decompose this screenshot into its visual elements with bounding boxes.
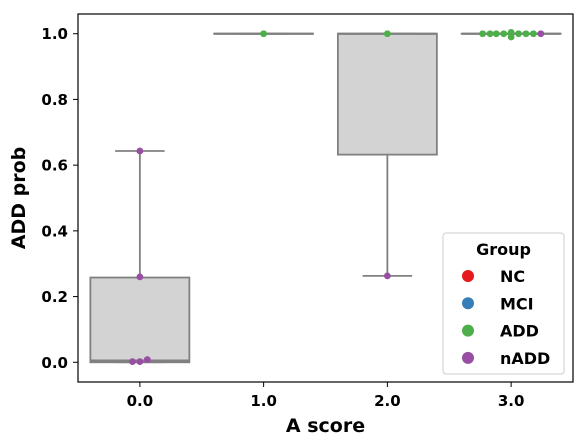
y-tick-label: 0.6 [41,157,68,175]
x-tick-label: 3.0 [498,392,525,410]
box-0.0 [89,150,191,364]
y-axis-label: ADD prob [8,147,30,250]
legend-marker [462,324,474,337]
data-point-nADD [136,273,144,281]
data-point-ADD [522,30,530,38]
data-point-nADD [537,30,545,38]
data-point-ADD [507,33,515,41]
y-tick-label: 0.2 [41,288,68,306]
data-point-nADD [136,147,144,155]
box-2.0 [336,32,438,277]
box-body [336,32,438,156]
legend-label: MCI [500,294,534,313]
legend: Group NC MCI ADD nADD [442,232,565,375]
y-tick-label: 1.0 [41,25,68,43]
legend-title: Group [476,240,531,259]
data-point-ADD [500,30,508,38]
ticks-layer: 0.0 1.0 2.0 3.0 0.0 0.2 0.4 0.6 0.8 1.0 [41,25,524,410]
legend-label: NC [500,267,525,286]
y-tick-label: 0.4 [41,222,68,240]
data-point-nADD [383,272,391,280]
data-point-ADD [479,30,487,38]
legend-entry-MCI: MCI [462,294,534,313]
data-point-ADD [492,30,500,38]
data-point-nADD [129,358,136,366]
legend-marker [462,297,474,310]
box-body [89,276,191,364]
data-point-nADD [136,358,144,366]
legend-entry-NC: NC [462,267,525,286]
legend-marker [462,270,474,282]
x-tick-label: 1.0 [250,392,277,410]
x-tick-label: 2.0 [374,392,401,410]
y-tick-label: 0.0 [41,354,68,372]
data-point-ADD [515,30,522,38]
data-point-nADD [143,356,151,364]
data-point-ADD [486,30,494,38]
legend-frame [442,232,565,375]
y-tick-label: 0.8 [41,91,68,109]
legend-marker [462,351,474,364]
legend-entries: NC MCI ADD nADD [462,267,550,368]
plot-frame [77,13,574,383]
points-layer [129,29,545,366]
legend-entry-nADD: nADD [462,349,550,368]
legend-label: ADD [500,322,539,341]
data-point-ADD [530,30,537,38]
x-tick-label: 0.0 [127,392,154,410]
x-axis-label: A score [286,415,365,437]
data-point-ADD [383,30,391,38]
legend-label: nADD [500,349,550,368]
legend-entry-ADD: ADD [462,322,539,341]
data-point-ADD [260,30,268,38]
